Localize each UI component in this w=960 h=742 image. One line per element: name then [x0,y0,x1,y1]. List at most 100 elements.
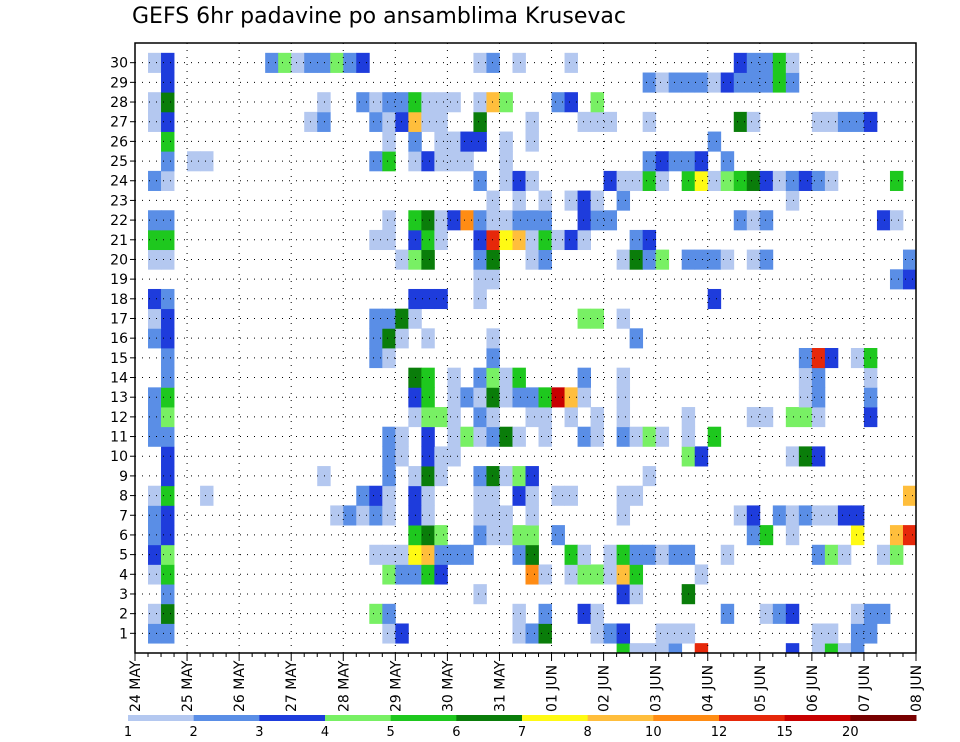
heatmap-cell [811,643,826,654]
heatmap-cell [564,229,578,251]
heatmap-cell [616,426,631,447]
heatmap-cell [473,269,487,290]
heatmap-cell [473,229,487,251]
heatmap-cell [746,210,761,231]
heatmap-cell [382,348,396,369]
heatmap-cell [434,288,448,310]
heatmap-cell [512,367,526,388]
heatmap-cell [421,564,435,585]
heatmap-cell [473,52,487,73]
heatmap-cell [759,249,774,270]
y-tick-label: 29 [110,75,128,91]
heatmap-cell [486,269,500,290]
heatmap-cell [629,426,644,447]
heatmap-cell [642,72,657,93]
heatmap-cell [798,407,813,428]
heatmap-cell [486,387,500,408]
heatmap-cell [577,308,591,329]
heatmap-cell [486,52,500,73]
heatmap-cell [148,603,162,624]
heatmap-cell [161,387,175,408]
heatmap-cell [421,485,435,506]
heatmap-cell [733,210,748,231]
heatmap-cell [577,229,591,251]
heatmap-cell [148,525,162,546]
x-tick-label: 03 JUN [649,665,665,712]
heatmap-cell [902,485,917,506]
heatmap-cell [525,525,539,546]
heatmap-cell [538,229,552,251]
heatmap-cell [382,151,396,172]
heatmap-cell [746,249,761,270]
heatmap-cell [161,249,175,270]
heatmap-cell [369,505,383,526]
heatmap-cell [395,111,409,132]
heatmap-cell [473,111,487,132]
x-tick-label: 29 MAY [388,660,404,712]
heatmap-cell [577,544,591,565]
x-tick-label: 30 MAY [440,660,456,712]
heatmap-cell [720,603,735,624]
y-tick-label: 17 [110,311,128,327]
heatmap-cell [902,269,917,290]
heatmap-cell [161,229,175,251]
heatmap-cell [161,131,175,152]
heatmap-cell [655,643,670,654]
legend-swatch [390,715,457,721]
heatmap-cell [759,603,774,624]
heatmap-cell [889,544,904,565]
heatmap-cell [343,505,357,526]
heatmap-cell [551,525,565,546]
heatmap-cell [369,544,383,565]
heatmap-cell [525,544,539,565]
heatmap-cell [395,308,409,329]
heatmap-cell [525,407,539,428]
heatmap-cell [538,564,552,585]
heatmap-cell [473,170,487,191]
heatmap-cell [382,466,396,487]
legend-swatch [128,715,195,721]
heatmap-cell [720,151,735,172]
heatmap-cell [161,426,175,447]
heatmap-cell [642,170,657,191]
heatmap-cell [421,525,435,546]
heatmap-cell [785,446,800,467]
heatmap-cell [876,210,891,231]
heatmap-cell [694,446,709,467]
heatmap-cell [707,170,722,191]
x-tick-label: 25 MAY [180,660,196,712]
heatmap-cell [486,229,500,251]
heatmap-cell [811,544,826,565]
heatmap-cell [447,210,461,231]
heatmap-cell [824,505,839,526]
heatmap-cell [577,426,591,447]
heatmap-cell [668,544,683,565]
heatmap-cell [655,72,670,93]
y-axis: 1234567891011121314151617181920212223242… [110,56,135,642]
heatmap-cell [824,643,839,654]
heatmap-cell [655,426,670,447]
heatmap-cell [707,131,722,152]
heatmap-cell [512,426,526,447]
heatmap-cell [889,210,904,231]
heatmap-cell [850,525,865,546]
heatmap-cell [785,190,800,211]
heatmap-cell [161,210,175,231]
heatmap-cell [694,249,709,270]
heatmap-cell [538,387,552,408]
heatmap-cell [629,229,644,251]
y-tick-label: 1 [119,626,128,642]
heatmap-cell [889,170,904,191]
heatmap-cell [720,249,735,270]
heatmap-cell [811,367,826,388]
heatmap-cell [148,210,162,231]
x-tick-label: 07 JUN [857,665,873,712]
heatmap-cell [876,603,891,624]
heatmap-cell [837,505,852,526]
heatmap-cell [824,170,839,191]
heatmap-cell [369,111,383,132]
legend-swatch [259,715,326,721]
heatmap-cell [148,170,162,191]
heatmap-cell [564,190,578,211]
y-tick-label: 19 [110,272,128,288]
